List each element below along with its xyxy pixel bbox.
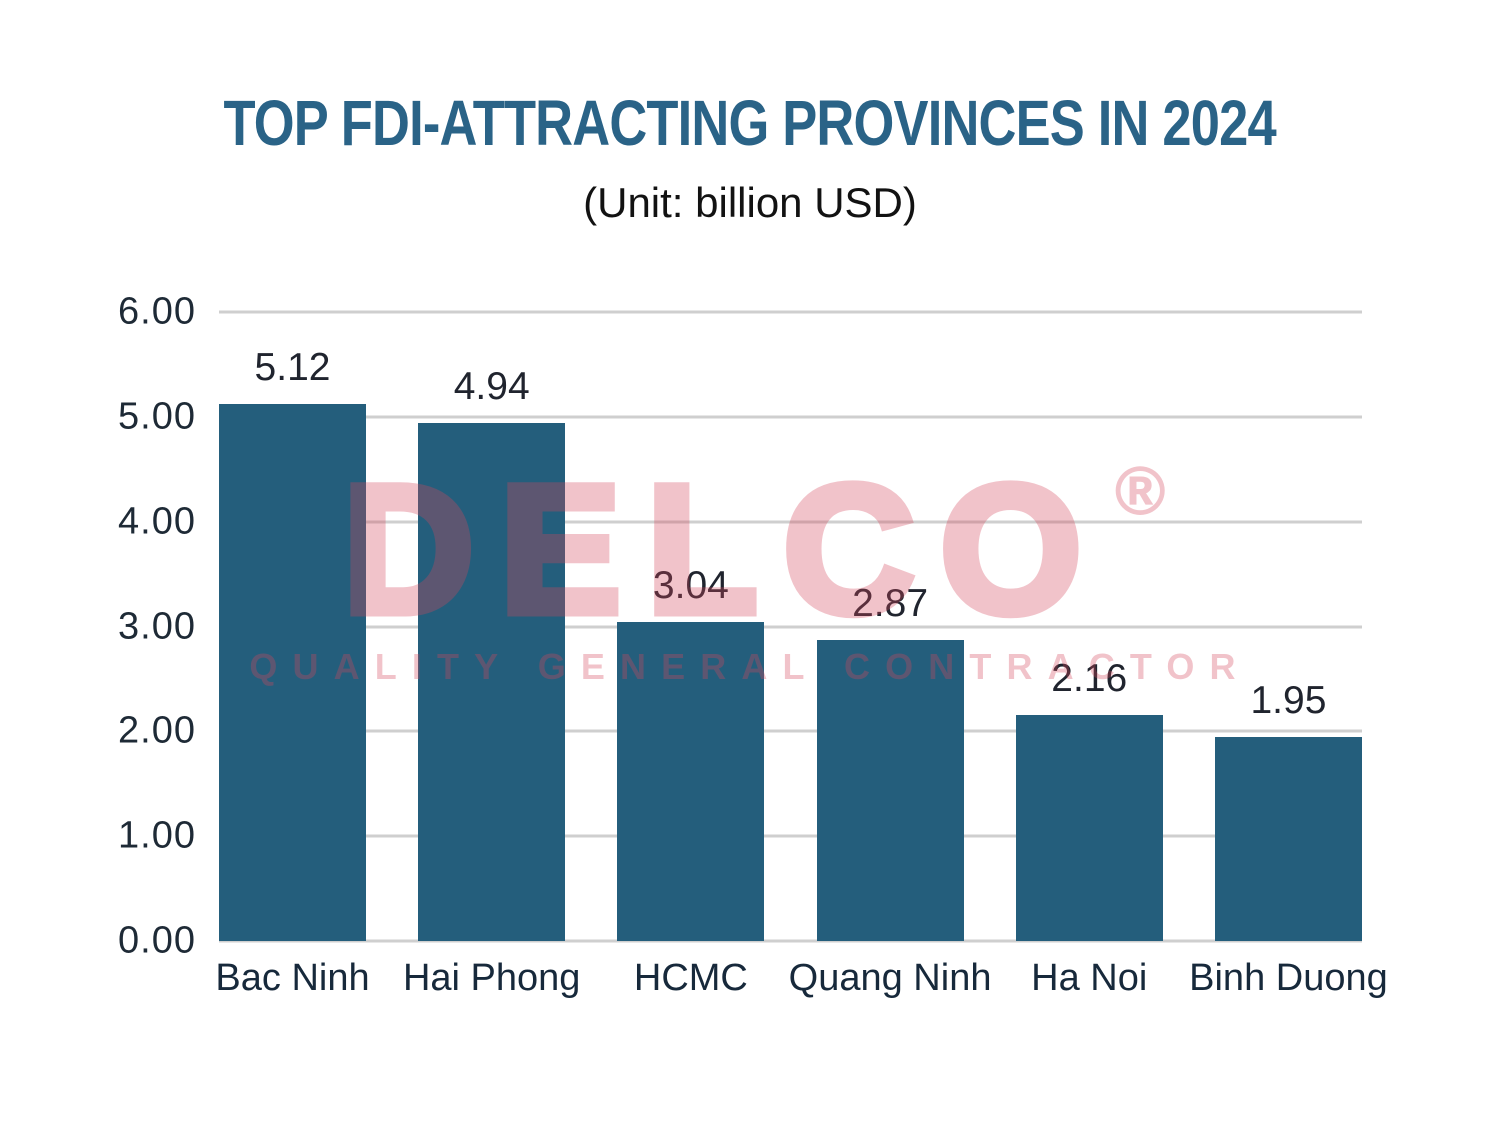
gridline bbox=[219, 834, 1362, 838]
y-axis-tick-label: 2.00 bbox=[118, 709, 196, 752]
y-axis-tick-label: 4.00 bbox=[118, 500, 196, 543]
bar-value-label: 4.94 bbox=[453, 365, 530, 408]
x-axis-label-text: Quang Ninh bbox=[788, 957, 992, 999]
chart-subtitle-row: (Unit: billion USD) bbox=[0, 179, 1500, 227]
x-axis-label-text: Binh Duong bbox=[1189, 957, 1388, 999]
y-axis-tick-label: 0.00 bbox=[118, 919, 196, 962]
bar-value-label: 3.04 bbox=[652, 564, 729, 607]
x-axis-label: HCMC bbox=[617, 957, 764, 1000]
x-axis-label-text: Bac Ninh bbox=[215, 957, 370, 999]
bar-value-label: 2.87 bbox=[852, 582, 929, 625]
gridline bbox=[219, 415, 1362, 419]
x-axis-label: Binh Duong bbox=[1189, 957, 1388, 1000]
gridline bbox=[219, 729, 1362, 733]
chart-unit-subtitle: (Unit: billion USD) bbox=[583, 179, 917, 227]
y-axis: 6.00 5.00 4.00 3.00 2.00 1.00 0.00 bbox=[0, 291, 196, 962]
bar-column: 2.87 bbox=[816, 312, 964, 941]
bar bbox=[418, 423, 566, 941]
bar-column: 5.12 bbox=[219, 312, 366, 941]
bar bbox=[1214, 737, 1362, 941]
bar-column: 3.04 bbox=[617, 312, 765, 941]
gridline bbox=[219, 625, 1362, 628]
gridline bbox=[219, 520, 1362, 524]
chart-title: TOP FDI-ATTRACTING PROVINCES IN 2024 bbox=[223, 87, 1277, 159]
header: TOP FDI-ATTRACTING PROVINCES IN 2024 (Un… bbox=[0, 0, 1500, 227]
bar-value-label: 5.12 bbox=[254, 346, 331, 389]
x-axis-label: Quang Ninh bbox=[789, 957, 992, 1000]
bar-column: 4.94 bbox=[418, 312, 566, 941]
plot-area: 5.12 4.94 3.04 2.87 2.16 1.95 Bac Ninh Hai Pho… bbox=[215, 310, 1388, 999]
x-axis-label: Ha Noi bbox=[1016, 957, 1163, 1000]
bar bbox=[1015, 715, 1163, 941]
bar-column: 2.16 bbox=[1015, 312, 1163, 941]
bar bbox=[816, 640, 964, 941]
y-axis-tick-label: 1.00 bbox=[118, 814, 196, 857]
y-axis-tick-label: 3.00 bbox=[118, 605, 196, 647]
page-title-row: TOP FDI-ATTRACTING PROVINCES IN 2024 bbox=[0, 0, 1500, 157]
gridlines bbox=[219, 310, 1362, 943]
x-axis-label-text: Hai Phong bbox=[402, 957, 581, 999]
y-axis-tick-label: 5.00 bbox=[118, 395, 196, 438]
x-axis-label: Hai Phong bbox=[403, 957, 580, 1000]
x-axis-label: Bac Ninh bbox=[215, 957, 369, 1000]
y-axis-tick-label: 6.00 bbox=[118, 290, 196, 333]
bar-value-label: 2.16 bbox=[1051, 657, 1128, 700]
bar-column: 1.95 bbox=[1214, 312, 1362, 941]
x-axis: Bac Ninh Hai Phong HCMC Quang Ninh Ha Noi Bin… bbox=[215, 957, 1388, 1000]
bar bbox=[617, 622, 765, 941]
x-axis-label-text: HCMC bbox=[633, 957, 748, 999]
bars-row: 5.12 4.94 3.04 2.87 2.16 1.95 bbox=[219, 312, 1362, 941]
bar-value-label: 1.95 bbox=[1250, 679, 1327, 722]
gridline bbox=[219, 939, 1362, 943]
bar bbox=[219, 404, 366, 941]
x-axis-label-text: Ha Noi bbox=[1031, 957, 1148, 999]
gridline bbox=[219, 310, 1362, 314]
